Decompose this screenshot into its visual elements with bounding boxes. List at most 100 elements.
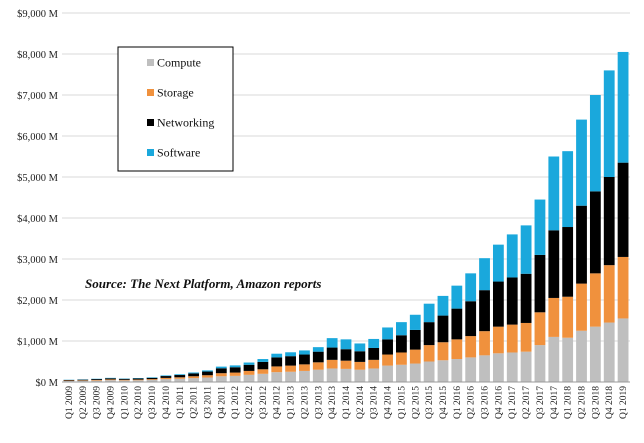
bar-segment-storage xyxy=(465,336,477,358)
bar-segment-software xyxy=(215,366,227,369)
bar-segment-software xyxy=(229,365,241,368)
bar-segment-storage xyxy=(589,273,601,327)
x-tick-label: Q4 2018 xyxy=(605,386,615,419)
y-tick-label: $4,000 M xyxy=(17,214,59,225)
bars xyxy=(63,51,629,382)
x-tick-label: Q1 2016 xyxy=(453,386,463,419)
bar-segment-software xyxy=(326,338,338,348)
bar-segment-software xyxy=(285,352,296,357)
bar-segment-networking xyxy=(451,308,463,340)
bar-segment-networking xyxy=(188,373,200,377)
bar-segment-software xyxy=(202,370,213,372)
bar-segment-networking xyxy=(534,254,546,313)
x-tick-label: Q2 2009 xyxy=(79,386,89,419)
bar-segment-networking xyxy=(382,339,393,355)
x-tick-label: Q3 2017 xyxy=(536,386,546,419)
x-tick-label: Q2 2013 xyxy=(300,386,310,419)
bar-segment-software xyxy=(257,359,269,362)
bar-segment-compute xyxy=(188,378,200,382)
bar-segment-software xyxy=(312,347,324,352)
bar-segment-storage xyxy=(257,369,269,374)
bar-segment-networking xyxy=(271,357,283,367)
bar-segment-compute xyxy=(492,353,504,382)
x-tick-label: Q2 2010 xyxy=(134,386,144,419)
bar-segment-compute xyxy=(285,371,296,382)
bar-segment-networking xyxy=(354,351,366,362)
x-tick-label: Q2 2016 xyxy=(467,386,477,419)
bar-segment-networking xyxy=(202,371,213,376)
x-tick-label: Q4 2010 xyxy=(162,386,172,419)
x-tick-label: Q2 2018 xyxy=(578,386,588,419)
bar-segment-networking xyxy=(617,162,629,257)
bar-segment-storage xyxy=(299,364,310,371)
bar-segment-storage xyxy=(576,283,587,331)
x-tick-label: Q3 2009 xyxy=(93,386,103,419)
x-tick-label: Q2 2014 xyxy=(356,386,366,419)
bar-segment-compute xyxy=(257,373,269,382)
bar-segment-networking xyxy=(299,354,310,365)
bar-segment-software xyxy=(603,70,615,177)
bar-segment-storage xyxy=(146,379,158,380)
x-tick-label: Q3 2015 xyxy=(425,386,435,419)
bar-segment-compute xyxy=(91,380,103,382)
bar-segment-storage xyxy=(202,375,213,378)
bar-segment-software xyxy=(548,156,560,231)
bar-segment-networking xyxy=(118,378,130,380)
bar-segment-compute xyxy=(603,322,615,382)
bar-segment-storage xyxy=(506,324,518,353)
bar-segment-networking xyxy=(492,281,504,327)
bar-segment-storage xyxy=(91,379,103,381)
bar-segment-compute xyxy=(105,380,116,382)
x-tick-label: Q1 2015 xyxy=(397,386,407,419)
bar-segment-networking xyxy=(437,315,449,343)
bar-segment-compute xyxy=(451,359,463,382)
bar-segment-storage xyxy=(354,361,366,370)
bar-segment-storage xyxy=(368,359,380,369)
bar-segment-storage xyxy=(229,372,241,376)
legend-swatch-storage xyxy=(147,89,154,96)
legend-swatch-software xyxy=(147,149,154,156)
bar-segment-storage xyxy=(243,370,255,375)
bar-segment-networking xyxy=(465,301,477,337)
x-tick-label: Q1 2012 xyxy=(231,386,241,419)
bar-segment-compute xyxy=(576,330,587,382)
bar-segment-software xyxy=(382,327,393,340)
bar-segment-software xyxy=(437,295,449,316)
bar-segment-networking xyxy=(506,277,518,325)
y-axis-tick-labels: $0 M $1,000 M $2,000 M $3,000 M $4,000 M $5,0… xyxy=(17,9,59,389)
bar-segment-compute xyxy=(174,378,186,382)
bar-segment-storage xyxy=(492,326,504,354)
bar-segment-networking xyxy=(326,347,338,360)
bar-segment-networking xyxy=(174,375,186,378)
legend-swatch-compute xyxy=(147,59,154,66)
legend-label-compute: Compute xyxy=(157,56,201,70)
bar-segment-storage xyxy=(617,256,629,319)
bar-segment-networking xyxy=(409,329,421,350)
bar-segment-storage xyxy=(340,360,352,369)
bar-segment-software xyxy=(299,350,310,355)
bar-segment-storage xyxy=(215,373,227,377)
bar-segment-storage xyxy=(451,339,463,360)
bar-segment-software xyxy=(188,372,200,374)
bar-segment-software xyxy=(479,258,490,291)
bar-segment-storage xyxy=(534,312,546,346)
bar-segment-compute xyxy=(354,369,366,382)
bar-segment-storage xyxy=(105,379,116,381)
y-tick-label: $0 M xyxy=(36,378,59,389)
bar-segment-storage xyxy=(409,349,421,364)
x-tick-label: Q1 2014 xyxy=(342,386,352,419)
bar-segment-compute xyxy=(382,365,393,382)
x-tick-label: Q3 2011 xyxy=(203,386,213,419)
bar-segment-networking xyxy=(132,378,144,380)
legend-label-networking: Networking xyxy=(157,116,214,130)
x-tick-label: Q3 2016 xyxy=(481,386,491,419)
bar-segment-networking xyxy=(105,378,116,380)
bar-segment-compute xyxy=(132,380,144,382)
bar-segment-storage xyxy=(479,331,490,356)
x-tick-label: Q4 2015 xyxy=(439,386,449,419)
bar-segment-compute xyxy=(77,380,89,382)
y-tick-label: $1,000 M xyxy=(17,337,59,348)
bar-segment-storage xyxy=(520,322,532,352)
legend-label-storage: Storage xyxy=(157,86,194,100)
x-tick-label: Q2 2015 xyxy=(411,386,421,419)
